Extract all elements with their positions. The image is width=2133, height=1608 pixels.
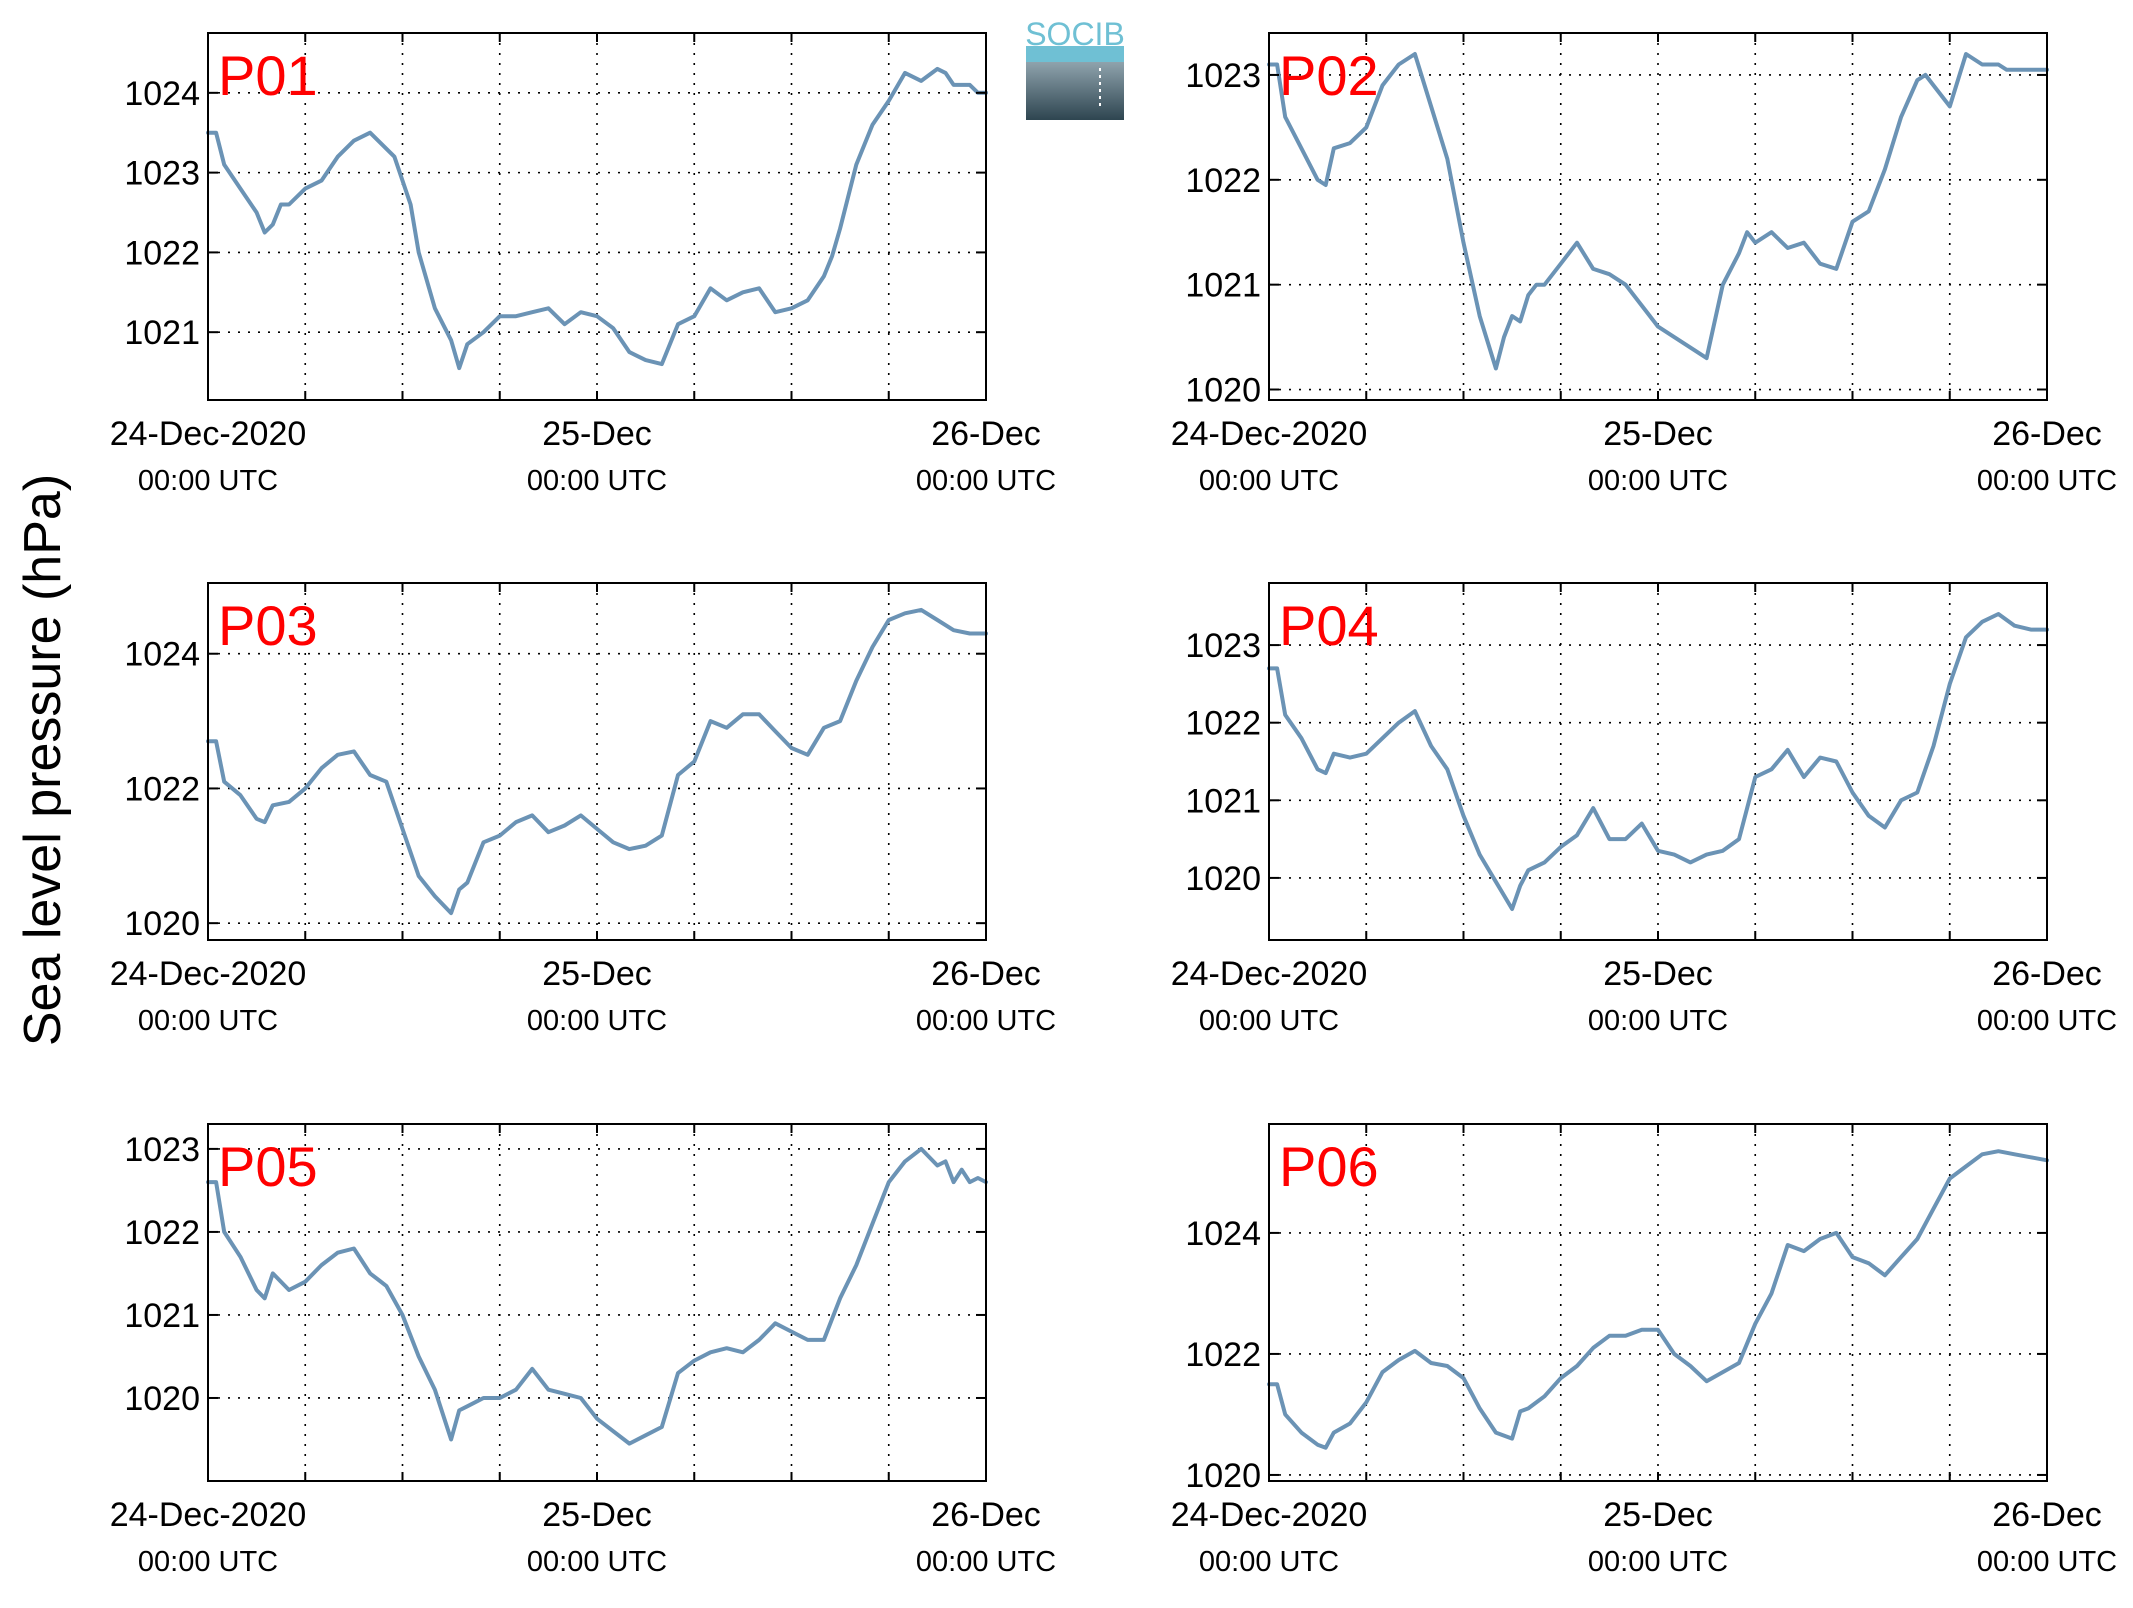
chart-panel-p03: 1020 1022 1024 24-Dec-2020 00:00 UTC 25-Dec 00… <box>110 582 1056 1037</box>
y-tick-label: 1022 <box>1185 162 1261 200</box>
x-tick-label: 24-Dec-2020 <box>110 1496 307 1534</box>
x-tick-label: 25-Dec <box>1603 1496 1713 1534</box>
y-tick-label: 1023 <box>124 1131 200 1169</box>
y-tick-label: 1021 <box>124 1297 200 1335</box>
x-tick-sublabel: 00:00 UTC <box>1588 1005 1728 1037</box>
pressure-series-line <box>206 607 988 916</box>
y-tick-label: 1020 <box>1185 372 1261 410</box>
y-tick-label: 1023 <box>1185 57 1261 95</box>
chart-panel-p05: 1020 1021 1022 1023 24-Dec-2020 00:00 UTC 25-D… <box>110 1123 1056 1578</box>
y-tick-label: 1022 <box>124 234 200 272</box>
x-tick-label: 26-Dec <box>931 955 1041 993</box>
x-tick-sublabel: 00:00 UTC <box>1977 1546 2117 1578</box>
x-tick-label: 24-Dec-2020 <box>1171 955 1368 993</box>
x-tick-label: 24-Dec-2020 <box>110 955 307 993</box>
y-tick-label: 1020 <box>1185 1457 1261 1495</box>
x-tick-sublabel: 00:00 UTC <box>916 465 1056 497</box>
y-tick-label: 1022 <box>1185 705 1261 743</box>
y-tick-label: 1020 <box>124 905 200 943</box>
chart-panel-p02: 1020 1021 1022 1023 24-Dec-2020 00:00 UTC 25-D… <box>1171 32 2117 497</box>
x-tick-sublabel: 00:00 UTC <box>1199 1005 1339 1037</box>
x-tick-label: 26-Dec <box>1992 955 2102 993</box>
panel-title: P05 <box>218 1135 318 1198</box>
x-tick-sublabel: 00:00 UTC <box>1977 465 2117 497</box>
x-tick-label: 26-Dec <box>931 415 1041 453</box>
x-tick-sublabel: 00:00 UTC <box>527 1546 667 1578</box>
panel-title: P06 <box>1279 1135 1379 1198</box>
panel-title: P02 <box>1279 44 1379 107</box>
chart-panel-p06: 1020 1022 1024 24-Dec-2020 00:00 UTC 25-Dec 00… <box>1171 1123 2117 1578</box>
x-tick-sublabel: 00:00 UTC <box>916 1546 1056 1578</box>
x-tick-sublabel: 00:00 UTC <box>1588 465 1728 497</box>
socib-logo-text: SOCIB <box>1025 16 1125 52</box>
x-tick-label: 25-Dec <box>542 955 652 993</box>
x-tick-label: 26-Dec <box>1992 1496 2102 1534</box>
x-tick-label: 25-Dec <box>542 415 652 453</box>
x-tick-sublabel: 00:00 UTC <box>138 1005 278 1037</box>
chart-panel-p04: 1020 1021 1022 1023 24-Dec-2020 00:00 UTC 25-D… <box>1171 582 2117 1037</box>
x-tick-label: 26-Dec <box>1992 415 2102 453</box>
panel-title: P01 <box>218 44 318 107</box>
pressure-series-line <box>1267 1149 2049 1450</box>
panel-title: P03 <box>218 594 318 657</box>
x-tick-label: 24-Dec-2020 <box>1171 1496 1368 1534</box>
y-tick-label: 1024 <box>124 636 200 674</box>
x-tick-label: 25-Dec <box>1603 415 1713 453</box>
x-tick-sublabel: 00:00 UTC <box>138 465 278 497</box>
socib-logo: SOCIB <box>1025 16 1125 120</box>
x-tick-sublabel: 00:00 UTC <box>1199 1546 1339 1578</box>
y-tick-label: 1024 <box>1185 1215 1261 1253</box>
x-tick-sublabel: 00:00 UTC <box>1977 1005 2117 1037</box>
x-tick-label: 25-Dec <box>542 1496 652 1534</box>
panel-title: P04 <box>1279 594 1379 657</box>
x-tick-label: 24-Dec-2020 <box>1171 415 1368 453</box>
y-tick-label: 1023 <box>124 155 200 193</box>
y-tick-label: 1022 <box>124 770 200 808</box>
pressure-series-line <box>1267 52 2049 371</box>
pressure-series-line <box>206 1146 988 1446</box>
pressure-series-line <box>1267 612 2049 911</box>
y-tick-label: 1021 <box>1185 267 1261 305</box>
y-tick-label: 1022 <box>124 1214 200 1252</box>
y-tick-label: 1021 <box>124 314 200 352</box>
x-tick-label: 24-Dec-2020 <box>110 415 307 453</box>
x-tick-label: 26-Dec <box>931 1496 1041 1534</box>
x-tick-sublabel: 00:00 UTC <box>138 1546 278 1578</box>
y-tick-label: 1022 <box>1185 1336 1261 1374</box>
figure-ylabel: Sea level pressure (hPa) <box>14 474 72 1046</box>
y-tick-label: 1020 <box>124 1380 200 1418</box>
x-tick-sublabel: 00:00 UTC <box>527 465 667 497</box>
y-tick-label: 1024 <box>124 75 200 113</box>
y-tick-label: 1020 <box>1185 860 1261 898</box>
x-tick-label: 25-Dec <box>1603 955 1713 993</box>
x-tick-sublabel: 00:00 UTC <box>1588 1546 1728 1578</box>
y-tick-label: 1023 <box>1185 627 1261 665</box>
pressure-series-line <box>206 66 988 371</box>
y-tick-label: 1021 <box>1185 782 1261 820</box>
chart-panel-p01: 1021 1022 1023 1024 24-Dec-2020 00:00 UTC 25-D… <box>110 32 1056 497</box>
x-tick-sublabel: 00:00 UTC <box>1199 465 1339 497</box>
x-tick-sublabel: 00:00 UTC <box>916 1005 1056 1037</box>
x-tick-sublabel: 00:00 UTC <box>527 1005 667 1037</box>
